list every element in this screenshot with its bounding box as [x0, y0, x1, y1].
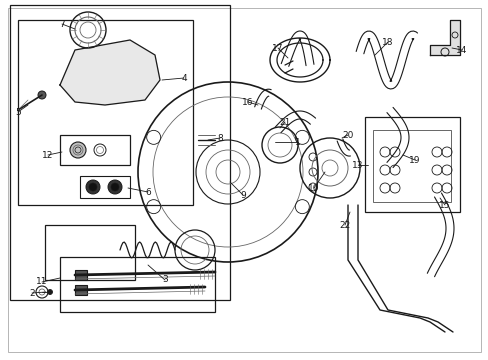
- Text: 19: 19: [408, 156, 420, 165]
- Text: 8: 8: [217, 134, 223, 143]
- Circle shape: [86, 180, 100, 194]
- Text: 6: 6: [145, 188, 151, 197]
- Bar: [10, 5, 229, 300]
- Text: 14: 14: [455, 45, 467, 54]
- Circle shape: [111, 183, 119, 191]
- Text: 9: 9: [240, 190, 245, 199]
- Text: 21: 21: [279, 117, 290, 126]
- Bar: [75, 285, 87, 295]
- Text: 11: 11: [36, 278, 48, 287]
- Text: 5: 5: [15, 108, 21, 117]
- Text: 10: 10: [307, 184, 319, 193]
- Text: 13: 13: [351, 161, 363, 170]
- Circle shape: [89, 183, 97, 191]
- Text: 17: 17: [272, 44, 283, 53]
- Polygon shape: [429, 20, 459, 55]
- Bar: [364, 117, 459, 212]
- Bar: [18, 20, 193, 205]
- Bar: [60, 257, 215, 312]
- Text: 7: 7: [59, 19, 65, 28]
- Text: 20: 20: [342, 131, 353, 140]
- Text: 15: 15: [438, 201, 450, 210]
- Text: 16: 16: [242, 98, 253, 107]
- Circle shape: [70, 142, 86, 158]
- Circle shape: [38, 91, 46, 99]
- Bar: [80, 176, 130, 198]
- Circle shape: [47, 289, 52, 294]
- Circle shape: [108, 180, 122, 194]
- Polygon shape: [60, 40, 160, 105]
- Text: 2: 2: [29, 288, 35, 297]
- Text: 4: 4: [181, 73, 186, 82]
- Bar: [75, 270, 87, 280]
- Bar: [45, 225, 135, 280]
- Text: 22: 22: [339, 220, 350, 230]
- Text: 1: 1: [295, 138, 300, 147]
- Text: 12: 12: [42, 150, 54, 159]
- Bar: [372, 130, 450, 202]
- Text: 3: 3: [162, 275, 167, 284]
- Text: 18: 18: [382, 37, 393, 46]
- Bar: [60, 135, 130, 165]
